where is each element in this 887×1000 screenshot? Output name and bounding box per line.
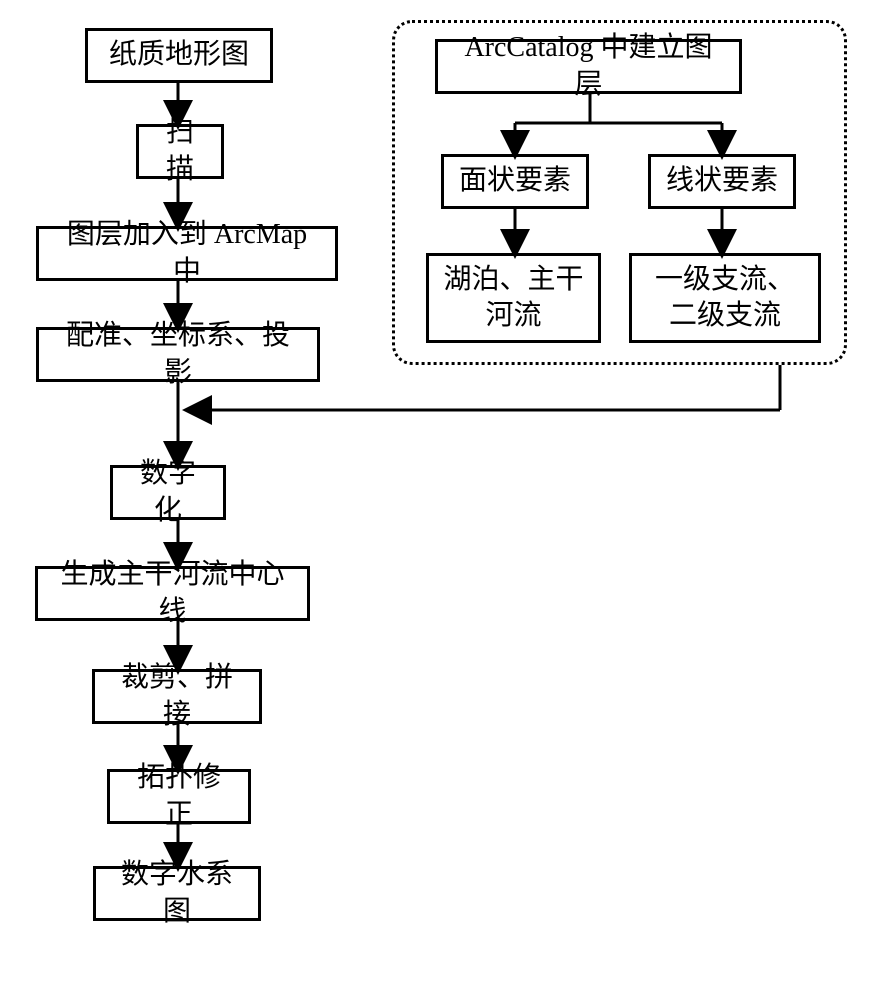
- node-line-feature: 线状要素: [648, 154, 796, 209]
- label: 生成主干河流中心线: [52, 557, 293, 630]
- node-digital-hydrograph: 数字水系图: [93, 866, 261, 921]
- label: 配准、坐标系、投影: [53, 318, 303, 391]
- node-lakes-rivers: 湖泊、主干河流: [426, 253, 601, 343]
- label: 线状要素: [666, 163, 778, 199]
- node-tributaries: 一级支流、二级支流: [629, 253, 821, 343]
- label: 湖泊、主干河流: [443, 262, 584, 335]
- label: 面状要素: [459, 163, 571, 199]
- label: 数字化: [127, 456, 209, 529]
- label: 一级支流、二级支流: [646, 262, 804, 335]
- node-register-coord-proj: 配准、坐标系、投影: [36, 327, 320, 382]
- node-digitize: 数字化: [110, 465, 226, 520]
- label: ArcCatalog 中建立图层: [452, 30, 725, 103]
- label: 数字水系图: [110, 857, 244, 930]
- node-topology-fix: 拓扑修正: [107, 769, 251, 824]
- label: 图层加入到 ArcMap 中: [53, 217, 321, 290]
- node-clip-merge: 裁剪、拼接: [92, 669, 262, 724]
- label: 扫描: [153, 115, 207, 188]
- node-scan: 扫描: [136, 124, 224, 179]
- label: 纸质地形图: [109, 37, 249, 73]
- node-add-layer-arcmap: 图层加入到 ArcMap 中: [36, 226, 338, 281]
- label: 裁剪、拼接: [109, 660, 245, 733]
- node-generate-centerline: 生成主干河流中心线: [35, 566, 310, 621]
- node-arccatalog-create-layer: ArcCatalog 中建立图层: [435, 39, 742, 94]
- label: 拓扑修正: [124, 760, 234, 833]
- node-paper-map: 纸质地形图: [85, 28, 273, 83]
- node-polygon-feature: 面状要素: [441, 154, 589, 209]
